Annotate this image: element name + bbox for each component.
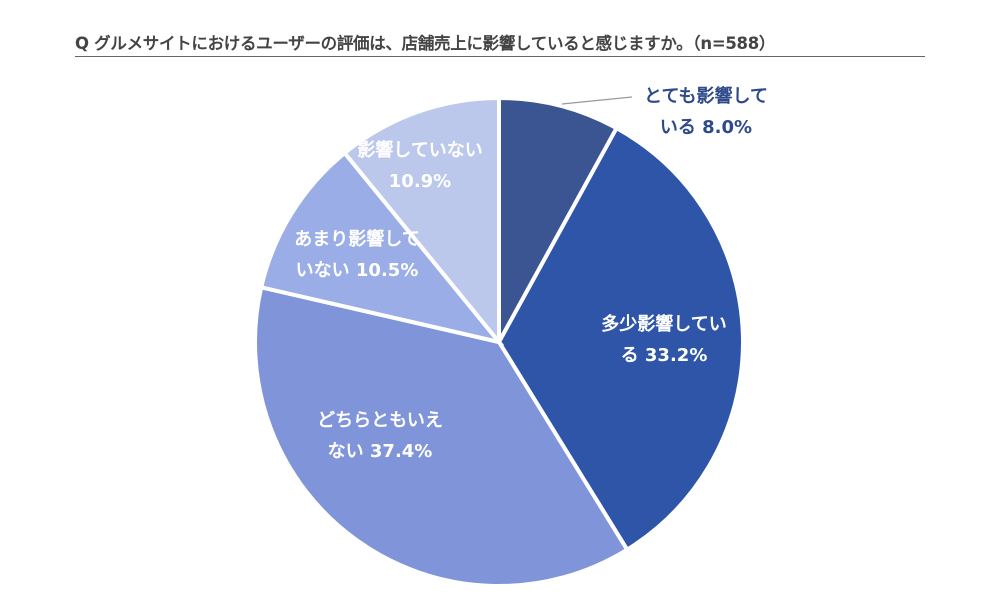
chart-title: Q グルメサイトにおけるユーザーの評価は、店舗売上に影響していると感じますか。（… [75,30,925,57]
label-line: 多少影響してい [601,314,727,335]
label-line: いない 10.5% [295,260,419,281]
pie-slice-0 [497,95,620,343]
label-line: ない 37.4% [327,441,433,462]
slice-label-0: とても影響して いる 8.0% [644,81,768,143]
label-line: どちらともいえ [317,410,443,431]
label-line: 影響していない [357,140,483,161]
label-line: 10.9% [388,171,452,192]
pie-slice-2 [253,284,630,588]
slice-label-4: 影響していない 10.9% [357,135,482,197]
slice-label-1: 多少影響している 33.2% [601,309,726,371]
pie-slice-1 [496,125,745,553]
pie-slice-3 [258,150,505,346]
slice-label-2: どちらともいえ ない 37.4% [317,405,443,467]
slice-label-3: あまり影響して いない 10.5% [294,224,419,286]
label-line: る 33.2% [620,345,708,366]
label-line: あまり影響して [294,229,420,250]
pie-slice-4 [341,95,501,348]
label-line: とても影響して [643,86,769,107]
label-line: いる 8.0% [659,117,753,138]
leader-line [561,96,633,105]
